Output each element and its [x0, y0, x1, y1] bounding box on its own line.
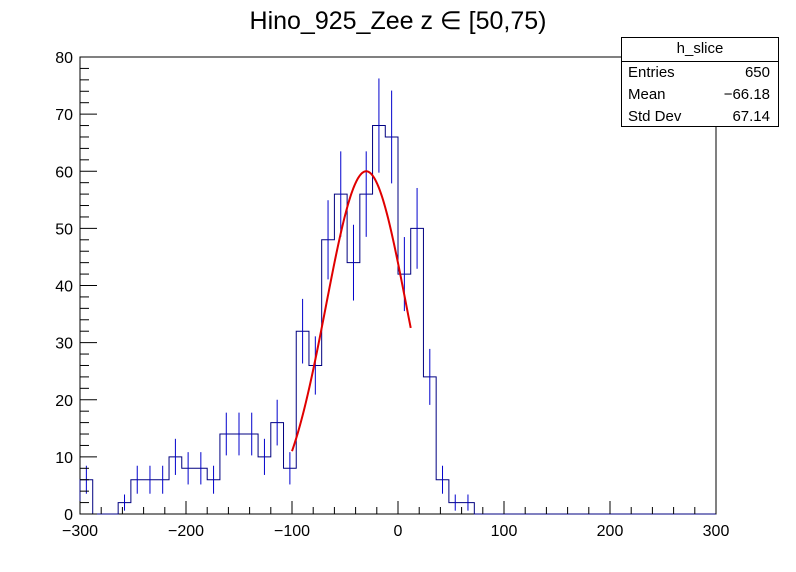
- histogram-bin: [213, 465, 215, 494]
- histogram-bin: [411, 187, 424, 514]
- x-tick-label: 200: [597, 523, 624, 540]
- stats-row-stddev: Std Dev 67.14: [622, 106, 778, 128]
- histogram-bin: [442, 465, 444, 494]
- histogram-bin: [238, 412, 240, 456]
- histogram-bin: [385, 90, 398, 514]
- histogram-bin: [225, 412, 227, 456]
- x-tick-label: 100: [491, 523, 518, 540]
- stats-label-stddev: Std Dev: [628, 108, 682, 125]
- histogram-bin: [334, 151, 347, 514]
- histogram-layer: [79, 78, 716, 515]
- histogram-bin: [136, 465, 138, 494]
- y-tick-label: 50: [55, 221, 73, 238]
- histogram-bin: [352, 224, 354, 301]
- stats-value-entries: 650: [744, 64, 770, 81]
- y-tick-label: 30: [55, 336, 73, 353]
- y-tick-label: 60: [55, 164, 73, 181]
- histogram-bin: [360, 151, 373, 514]
- y-tick-label: 40: [55, 279, 73, 296]
- histogram-bin: [263, 438, 265, 475]
- stats-label-mean: Mean: [628, 86, 666, 103]
- y-tick-label: 70: [55, 107, 73, 124]
- stats-value-stddev: 67.14: [732, 108, 770, 125]
- stats-row-mean: Mean −66.18: [622, 84, 778, 106]
- x-tick-label: −100: [274, 523, 310, 540]
- x-tick-label: 300: [703, 523, 730, 540]
- fit-curve: [291, 170, 412, 452]
- y-tick-label: 20: [55, 393, 73, 410]
- bin-bar: [385, 137, 398, 514]
- x-tick-label: 0: [394, 523, 403, 540]
- axis-layer: −300 −200 −100 0 100 200 300 0 10 20 30 40 50 60 70 80: [55, 50, 729, 540]
- chart-title: Hino_925_Zee z ∈ [50,75): [249, 7, 547, 35]
- histogram-bin: [403, 237, 405, 312]
- bin-bar: [373, 126, 386, 514]
- histogram-bin: [314, 336, 316, 395]
- histogram-bin: [187, 452, 189, 485]
- histogram-bin: [124, 494, 126, 511]
- histogram-bin: [322, 200, 335, 514]
- stats-row-entries: Entries 650: [622, 62, 778, 84]
- histogram-bin: [85, 465, 87, 494]
- histogram-bin: [373, 78, 386, 514]
- stats-value-mean: −66.18: [723, 86, 770, 103]
- stats-label-entries: Entries: [628, 64, 675, 81]
- histogram-bin: [302, 298, 304, 364]
- histogram-bin: [429, 348, 431, 405]
- stats-title: h_slice: [622, 38, 778, 62]
- histogram-bin: [251, 412, 253, 456]
- histogram-bin: [276, 399, 278, 446]
- y-tick-label: 0: [64, 507, 73, 524]
- histogram-bin: [174, 438, 176, 475]
- stats-box: h_slice Entries 650 Mean −66.18 Std Dev …: [621, 37, 779, 127]
- bin-bar: [334, 194, 347, 514]
- histogram-bin: [467, 494, 469, 511]
- histogram-bin: [289, 452, 291, 485]
- histogram-bin: [162, 465, 164, 494]
- y-tick-label: 80: [55, 50, 73, 67]
- x-tick-label: −200: [168, 523, 204, 540]
- histogram-bin: [149, 465, 151, 494]
- histogram-bin: [454, 494, 456, 511]
- y-tick-label: 10: [55, 450, 73, 467]
- fit-layer: [291, 170, 412, 452]
- bin-bar: [360, 194, 373, 514]
- bin-bar: [322, 240, 335, 514]
- bin-bar: [411, 228, 424, 514]
- histogram-bin: [200, 452, 202, 485]
- x-tick-label: −300: [62, 523, 98, 540]
